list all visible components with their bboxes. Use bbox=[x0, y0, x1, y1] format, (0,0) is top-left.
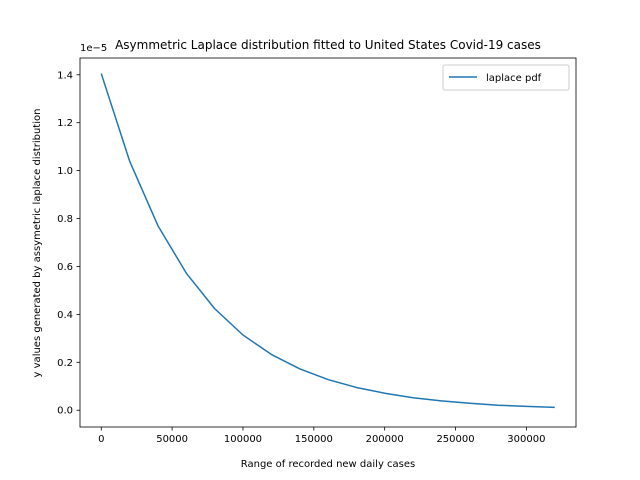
y-tick-label: 0.0 bbox=[57, 406, 73, 417]
y-tick-label: 0.4 bbox=[57, 310, 73, 321]
legend-box bbox=[442, 64, 570, 91]
x-tick-label: 150000 bbox=[295, 434, 333, 445]
x-tick-label: 50000 bbox=[156, 434, 188, 445]
x-axis: 0 50000 100000 150000 200000 250000 300000 bbox=[98, 427, 545, 445]
x-tick-label: 100000 bbox=[224, 434, 262, 445]
y-tick-label: 0.2 bbox=[57, 358, 73, 369]
series-line-0 bbox=[100, 73, 555, 409]
x-axis-label: Range of recorded new daily cases bbox=[241, 459, 416, 470]
legend-label: laplace pdf bbox=[486, 73, 542, 84]
plot-frame bbox=[79, 57, 577, 428]
y-tick-label: 1.4 bbox=[57, 70, 73, 81]
x-tick-label: 250000 bbox=[436, 434, 474, 445]
y-tick-label: 1.2 bbox=[57, 118, 73, 129]
y-tick-label: 0.8 bbox=[57, 214, 73, 225]
chart-title: Asymmetric Laplace distribution fitted t… bbox=[115, 38, 541, 52]
y-tick-label: 1.0 bbox=[57, 166, 73, 177]
y-tick-label: 0.6 bbox=[57, 262, 73, 273]
x-tick-label: 300000 bbox=[507, 434, 545, 445]
legend: laplace pdf bbox=[442, 64, 570, 91]
y-axis-label: y values generated by assymetric laplace… bbox=[32, 109, 43, 378]
x-tick-label: 0 bbox=[98, 434, 104, 445]
y-offset-text: 1e−5 bbox=[80, 43, 107, 54]
plot-marks bbox=[100, 73, 555, 409]
x-tick-label: 200000 bbox=[366, 434, 404, 445]
y-axis: 0.0 0.2 0.4 0.6 0.8 1.0 1.2 1.4 bbox=[57, 70, 80, 417]
